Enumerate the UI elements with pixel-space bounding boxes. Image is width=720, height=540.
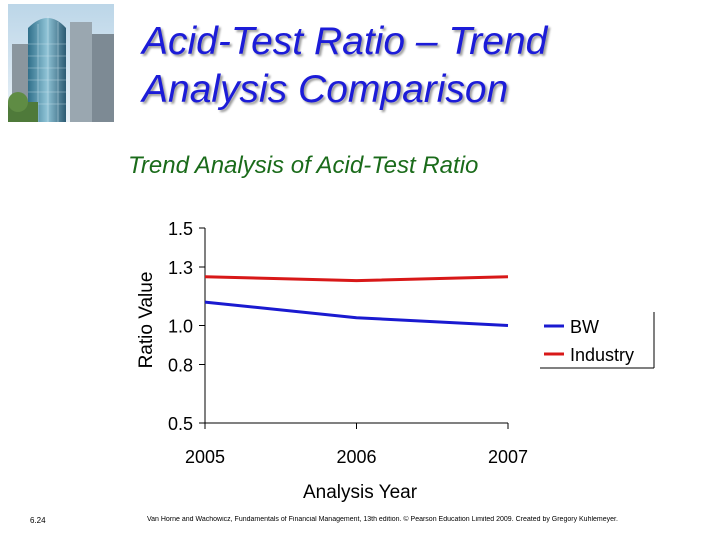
x-tick-label: 2006 [336,447,376,467]
x-axis-label: Analysis Year [303,482,418,503]
series-line-industry [204,275,509,283]
y-tick-label: 0.5 [168,414,193,434]
y-tick-label: 1.5 [168,219,193,239]
skyscraper-photo-icon [8,4,114,122]
legend-label-bw: BW [570,317,599,337]
y-axis-label: Ratio Value [136,272,157,369]
page-number: 6.24 [30,516,46,525]
x-tick-label: 2005 [185,447,225,467]
footer-credit: Van Horne and Wachowicz, Fundamentals of… [147,516,618,523]
chart-title: Trend Analysis of Acid-Test Ratio [128,152,479,179]
x-tick-label: 2007 [488,447,528,467]
slide-title: Acid-Test Ratio – Trend Analysis Compari… [142,20,548,111]
legend-label-industry: Industry [570,345,634,365]
y-tick-label: 0.8 [168,356,193,376]
legend-box [540,312,654,368]
legend: BW Industry [540,312,655,369]
series-line-bw [204,300,509,327]
y-tick-label: 1.3 [168,258,193,278]
y-tick-label: 1.0 [168,317,193,337]
